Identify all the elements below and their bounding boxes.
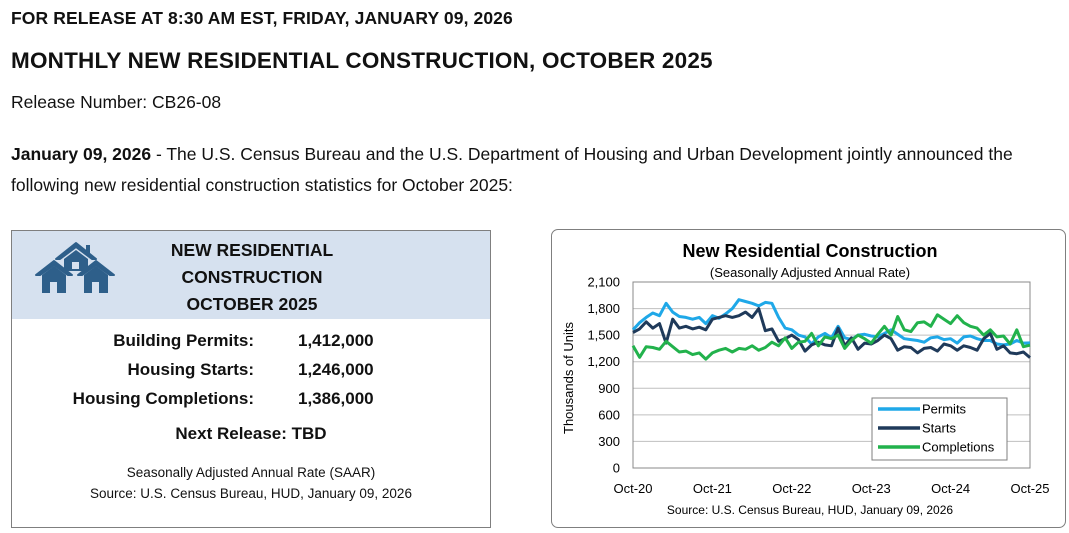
y-tick-label: 2,100 (587, 275, 620, 290)
summary-box: NEW RESIDENTIAL CONSTRUCTION OCTOBER 202… (11, 230, 491, 528)
legend-label-permits: Permits (922, 402, 967, 417)
x-tick-label: Oct-22 (772, 481, 811, 496)
chart-source: Source: U.S. Census Bureau, HUD, January… (667, 503, 953, 517)
x-tick-label: Oct-24 (931, 481, 970, 496)
y-tick-label: 900 (598, 381, 620, 396)
line-chart: New Residential Construction (Seasonally… (561, 241, 1050, 517)
series-line-starts (632, 307, 1031, 359)
summary-source: Source: U.S. Census Bureau, HUD, January… (90, 486, 412, 501)
release-line: FOR RELEASE AT 8:30 AM EST, FRIDAY, JANU… (11, 8, 513, 28)
x-tick-label: Oct-23 (852, 481, 891, 496)
next-release: Next Release: TBD (175, 424, 327, 443)
summary-title-line2: CONSTRUCTION (181, 267, 323, 287)
x-tick-label: Oct-25 (1010, 481, 1049, 496)
intro-date: January 09, 2026 (11, 144, 152, 164)
series-lines (631, 298, 1031, 361)
summary-title-line1: NEW RESIDENTIAL (170, 240, 334, 260)
axes: 0 300 600 900 1,200 1,500 1,800 2,100 Oct-20 Oct-… (587, 275, 1049, 497)
legend-label-starts: Starts (922, 421, 956, 436)
y-tick-label: 0 (613, 461, 620, 476)
series-line-completions (631, 313, 1031, 361)
legend-label-completions: Completions (922, 440, 995, 455)
chart-subtitle: (Seasonally Adjusted Annual Rate) (710, 265, 910, 280)
x-tick-label: Oct-21 (693, 481, 732, 496)
summary-header: NEW RESIDENTIAL CONSTRUCTION OCTOBER 202… (12, 231, 490, 319)
y-tick-label: 1,500 (587, 328, 620, 343)
intro-paragraph: January 09, 2026 - The U.S. Census Burea… (11, 139, 1051, 201)
summary-title: NEW RESIDENTIAL CONSTRUCTION OCTOBER 202… (132, 237, 372, 318)
stat-value: 1,386,000 (298, 389, 374, 408)
stat-label: Housing Starts: (127, 360, 254, 379)
stat-label: Building Permits: (113, 331, 254, 350)
y-tick-label: 1,800 (587, 301, 620, 316)
chart-title: New Residential Construction (682, 241, 937, 261)
y-tick-label: 1,200 (587, 354, 620, 369)
x-tick-label: Oct-20 (613, 481, 652, 496)
stat-value: 1,246,000 (298, 360, 374, 379)
page-title: MONTHLY NEW RESIDENTIAL CONSTRUCTION, OC… (11, 48, 713, 73)
y-tick-label: 600 (598, 407, 620, 422)
legend: Permits Starts Completions (871, 397, 1008, 461)
plot-area (632, 281, 1031, 469)
saar-note: Seasonally Adjusted Annual Rate (SAAR) (126, 465, 376, 480)
stat-label: Housing Completions: (72, 389, 254, 408)
y-tick-label: 300 (598, 434, 620, 449)
chart-container: New Residential Construction (Seasonally… (551, 229, 1066, 528)
release-number: Release Number: CB26-08 (11, 92, 222, 112)
intro-text: - The U.S. Census Bureau and the U.S. De… (11, 144, 1013, 195)
houses-icon (35, 242, 115, 293)
y-axis-label: Thousands of Units (561, 322, 576, 435)
stat-value: 1,412,000 (298, 331, 374, 350)
summary-title-line3: OCTOBER 2025 (186, 294, 318, 314)
